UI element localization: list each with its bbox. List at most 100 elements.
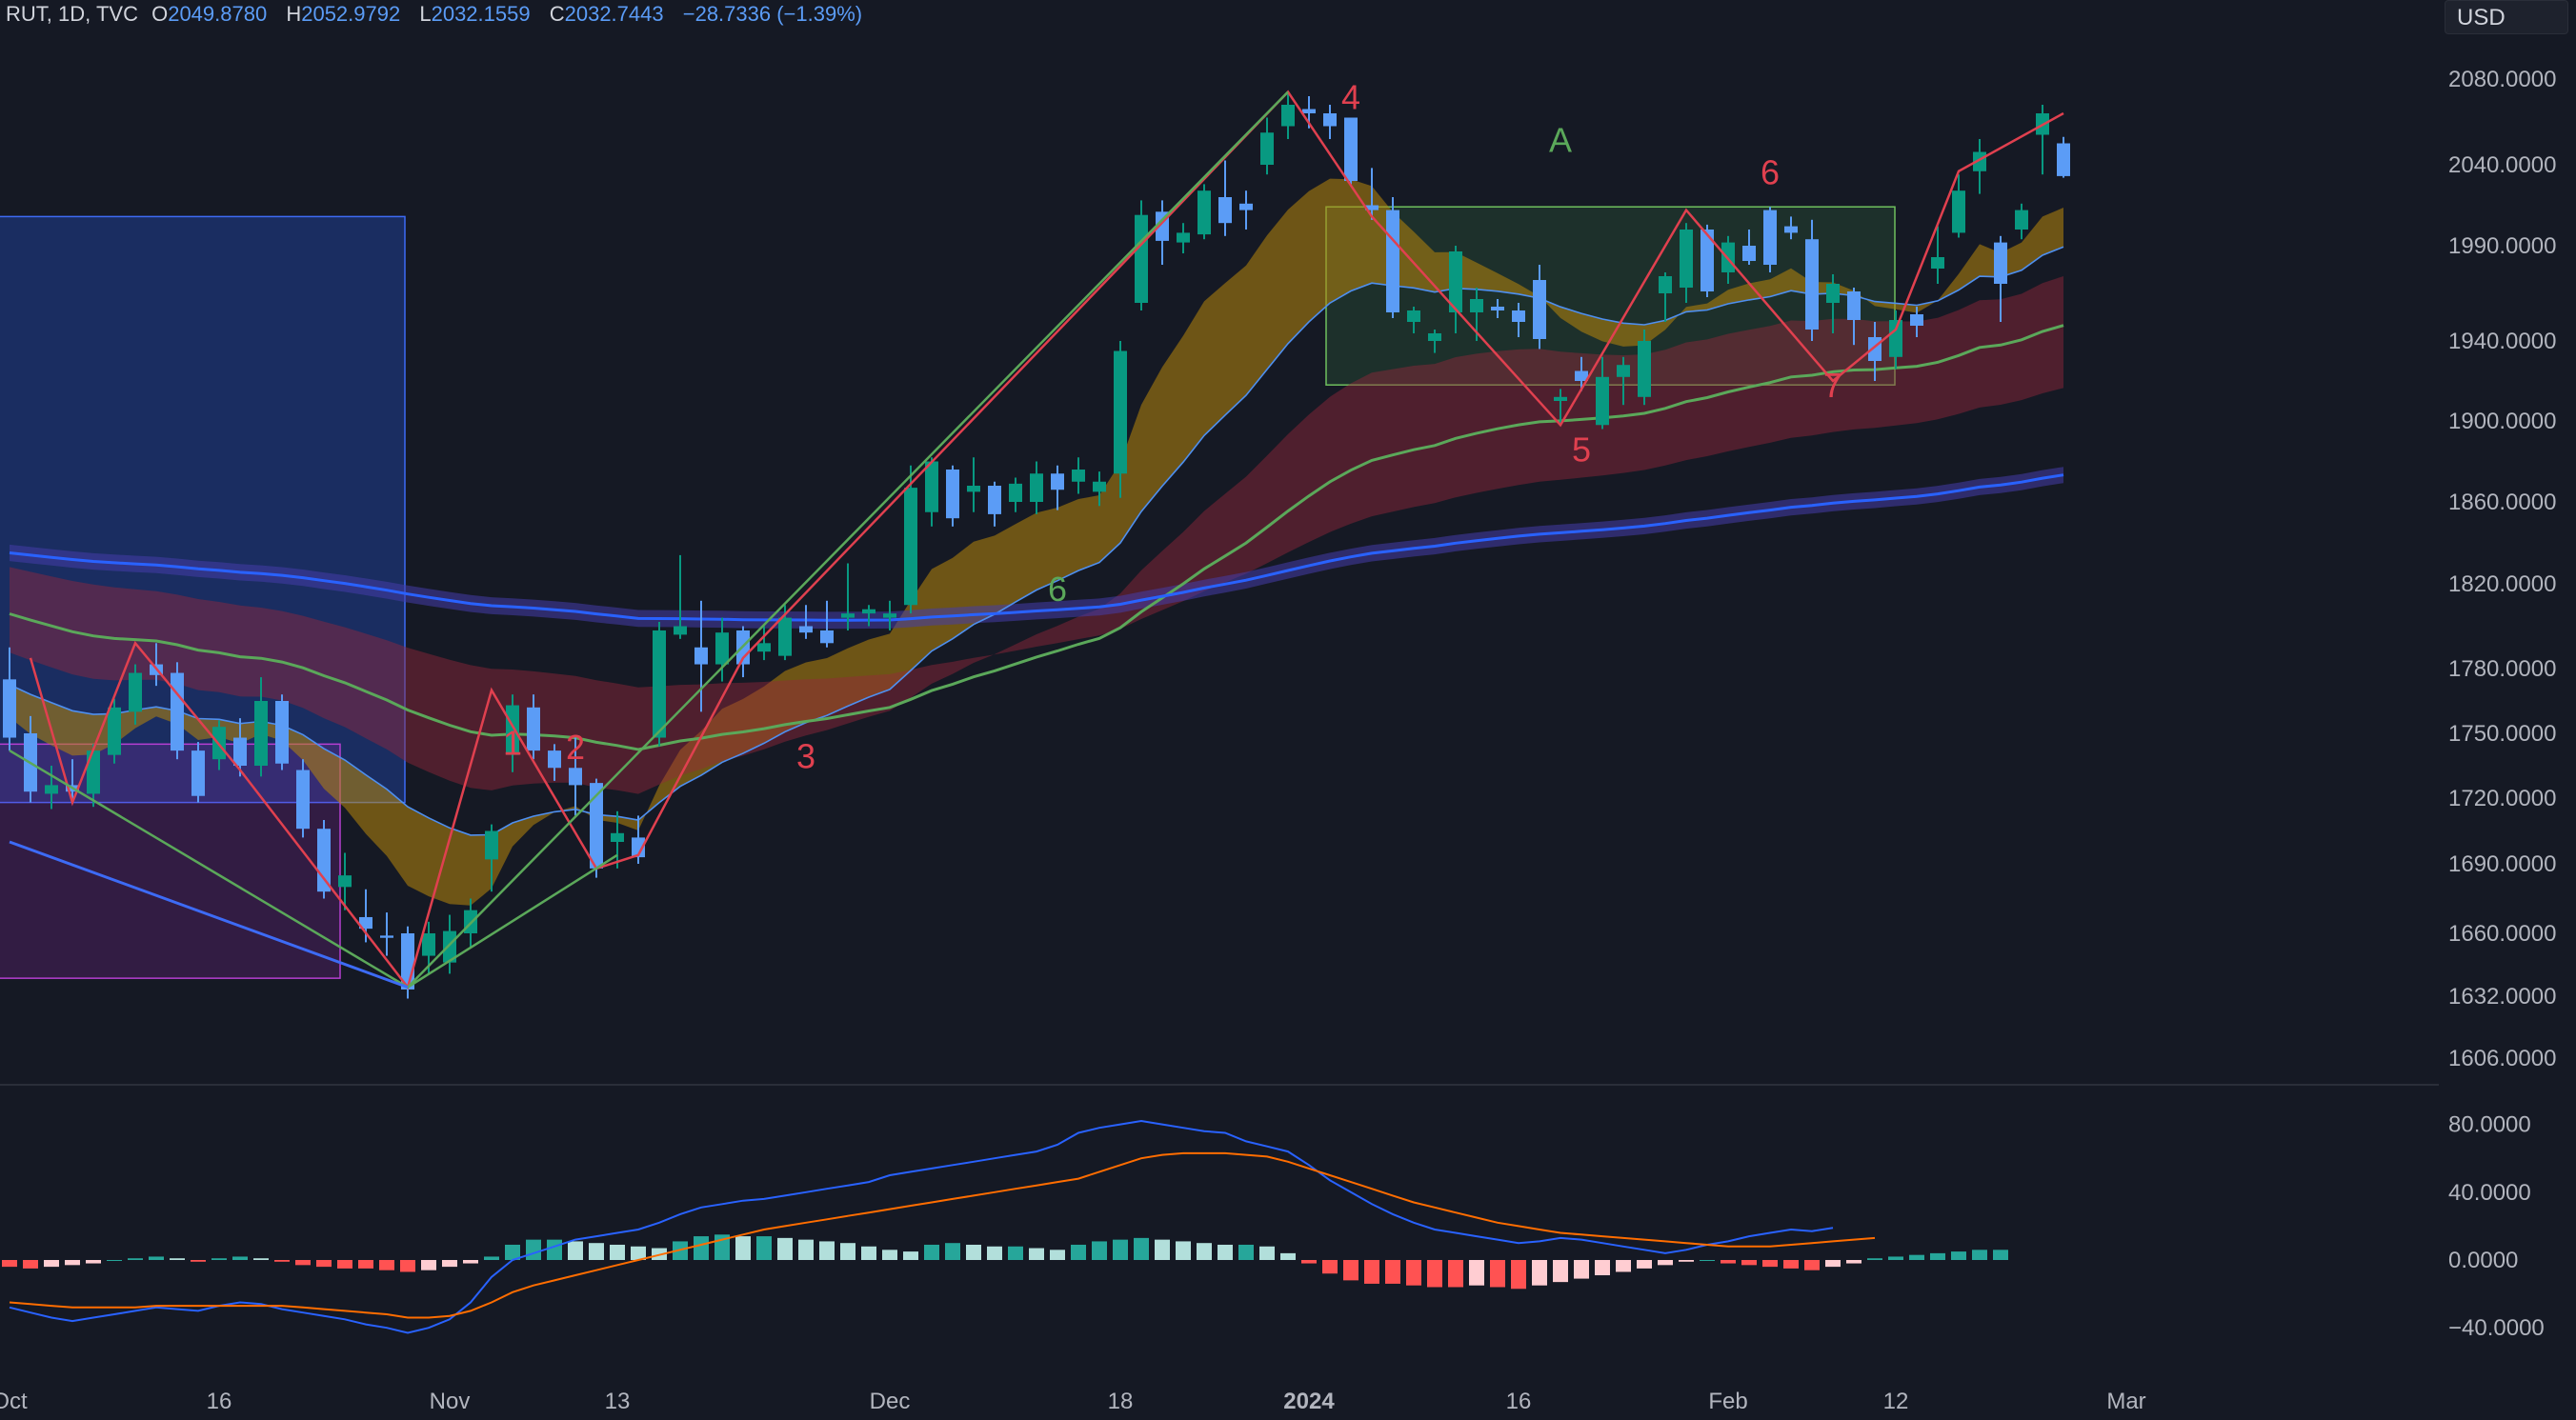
- candle-body: [1344, 117, 1358, 181]
- candle: [87, 744, 100, 808]
- histogram-bar: [128, 1258, 143, 1260]
- candle: [1784, 216, 1798, 240]
- candle-body: [1009, 483, 1022, 502]
- candle-body: [1239, 203, 1253, 210]
- histogram-bar: [463, 1260, 478, 1264]
- candle: [799, 605, 813, 639]
- candle: [820, 600, 834, 648]
- histogram-bar: [232, 1256, 248, 1260]
- histogram-bar: [1406, 1260, 1421, 1286]
- candle: [1009, 477, 1022, 512]
- low-key: L: [419, 2, 432, 26]
- candlesticks: [3, 91, 2070, 999]
- wave-label: 7: [1823, 366, 1842, 405]
- candle: [171, 662, 184, 760]
- indicator-bands: [0, 178, 2064, 979]
- candle: [1826, 274, 1840, 333]
- histogram-bar: [1721, 1260, 1736, 1264]
- candle: [3, 647, 16, 751]
- close-key: C: [549, 2, 565, 26]
- candle-body: [1889, 320, 1902, 357]
- candle: [485, 824, 498, 892]
- candle: [1742, 230, 1756, 265]
- histogram-bar: [107, 1260, 122, 1261]
- histogram-bar: [1637, 1260, 1652, 1269]
- histogram-bar: [1218, 1244, 1233, 1260]
- wave-label: A: [1549, 121, 1572, 160]
- histogram-bar: [1574, 1260, 1589, 1279]
- candle: [1218, 160, 1232, 236]
- histogram-bar: [903, 1251, 918, 1260]
- candle-body: [988, 486, 1001, 514]
- histogram-bar: [1888, 1256, 1903, 1260]
- candle-body: [1072, 470, 1085, 482]
- candle-body: [1617, 365, 1630, 377]
- high-value: 2052.9792: [301, 2, 401, 26]
- candle-body: [1826, 284, 1840, 303]
- time-tick-label: 12: [1883, 1389, 1909, 1414]
- candle: [1407, 307, 1420, 333]
- wave-label: 6: [1761, 152, 1780, 191]
- candle-body: [1051, 473, 1064, 490]
- candle: [1596, 356, 1609, 430]
- candle: [1931, 226, 1944, 284]
- histogram-bar: [1616, 1260, 1631, 1272]
- candle-body: [569, 768, 582, 786]
- histogram-bar: [1385, 1260, 1400, 1284]
- time-tick-label: Feb: [1708, 1389, 1747, 1414]
- close-value: 2032.7443: [564, 2, 664, 26]
- currency-selector[interactable]: USD: [2445, 0, 2568, 34]
- histogram-bar: [547, 1239, 562, 1260]
- histogram-bar: [777, 1237, 793, 1260]
- histogram-bar: [1909, 1254, 1924, 1260]
- histogram-bar: [1113, 1239, 1128, 1260]
- histogram-bar: [1029, 1248, 1044, 1260]
- candle: [1093, 471, 1106, 507]
- histogram-bar: [1972, 1250, 1987, 1260]
- histogram-bar: [1071, 1244, 1086, 1260]
- candle-body: [632, 837, 645, 858]
- candle-body: [1407, 310, 1420, 322]
- candle: [191, 742, 205, 803]
- histogram-bar: [735, 1236, 751, 1260]
- symbol-label[interactable]: RUT, 1D, TVC: [6, 2, 138, 26]
- histogram-bar: [966, 1244, 981, 1260]
- price-tick-label: 1990.0000: [2448, 233, 2556, 259]
- candle: [1973, 139, 1986, 194]
- price-tick-label: 1720.0000: [2448, 786, 2556, 811]
- candle-body: [1931, 257, 1944, 269]
- histogram-bar: [65, 1260, 80, 1266]
- candle: [1847, 288, 1861, 346]
- histogram-bar: [1238, 1244, 1254, 1260]
- candle-body: [653, 630, 666, 738]
- candle: [1323, 105, 1337, 139]
- histogram-bar: [1658, 1260, 1673, 1266]
- candle-body: [1470, 299, 1483, 312]
- candle-body: [3, 679, 16, 738]
- candle-body: [904, 488, 917, 606]
- candle-body: [715, 632, 729, 665]
- candle: [2015, 203, 2028, 240]
- candle-body: [1218, 197, 1232, 224]
- histogram-bar: [1092, 1241, 1107, 1260]
- ema-ribbon-slow: [10, 276, 2063, 794]
- candle: [653, 622, 666, 747]
- price-tick-label: 1780.0000: [2448, 656, 2556, 682]
- candle: [1889, 310, 1902, 370]
- candle: [2036, 105, 2049, 175]
- candle-body: [611, 832, 624, 842]
- candle-body: [548, 750, 561, 769]
- histogram-bar: [1322, 1260, 1338, 1274]
- histogram-bar: [924, 1244, 939, 1260]
- candle-body: [485, 830, 498, 860]
- candle: [1135, 200, 1148, 310]
- candle-body: [1659, 276, 1672, 293]
- candle-body: [1386, 210, 1399, 312]
- histogram-bar: [1301, 1260, 1317, 1264]
- candle: [45, 766, 58, 810]
- histogram-bar: [1008, 1246, 1023, 1260]
- histogram-bar: [337, 1260, 352, 1269]
- candle: [233, 718, 247, 777]
- histogram-bar: [1553, 1260, 1568, 1283]
